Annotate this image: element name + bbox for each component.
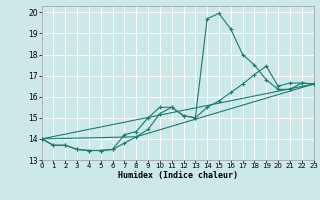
X-axis label: Humidex (Indice chaleur): Humidex (Indice chaleur) <box>118 171 237 180</box>
